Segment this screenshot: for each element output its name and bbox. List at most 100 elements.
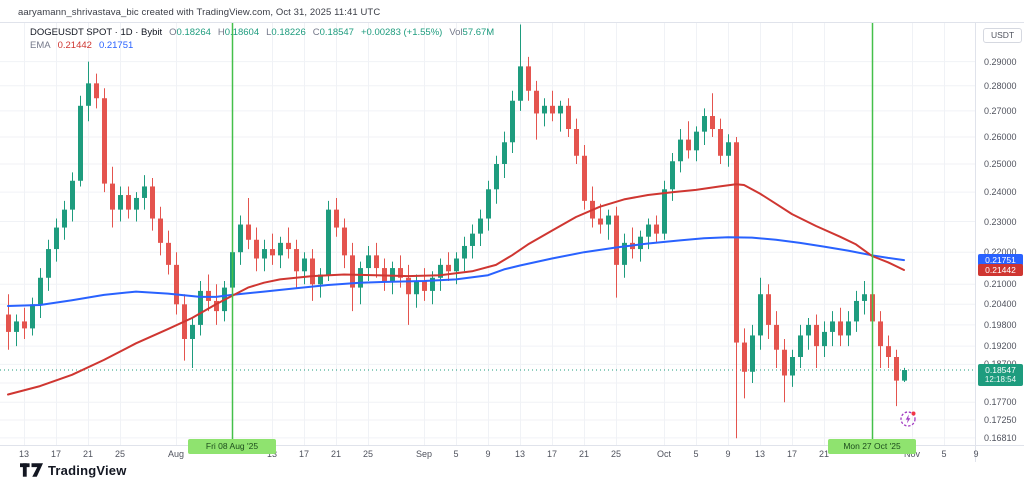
price-axis-label: 0.19800 (984, 319, 1017, 330)
symbol-title[interactable]: DOGEUSDT SPOT · 1D · Bybit (30, 27, 163, 38)
time-axis-label: Sep (415, 449, 432, 459)
candle-body (750, 335, 755, 372)
currency-chip[interactable]: USDT (983, 28, 1023, 43)
candle-body (854, 300, 859, 322)
candle-body (734, 142, 739, 343)
candle-body (814, 324, 819, 347)
candle-body (726, 142, 731, 156)
candle-body (878, 321, 883, 347)
candle-body (398, 268, 403, 278)
candle-body (542, 105, 547, 114)
candle-body (14, 321, 19, 332)
ema-slow-value: 0.21751 (98, 40, 134, 51)
candle-body (118, 195, 123, 210)
candle-body (782, 349, 787, 376)
candle-body (502, 142, 507, 164)
candle-body (166, 242, 171, 265)
candle-body (678, 139, 683, 162)
candle-body (62, 209, 67, 228)
time-axis-label: 9 (485, 449, 491, 459)
candle-body (670, 161, 675, 190)
price-axis-label: 0.17700 (984, 397, 1017, 408)
candle-body (22, 321, 27, 329)
candle-body (838, 321, 843, 336)
price-axis[interactable]: USDT 0.29000 0.28000 0.27000 0.26000 0.25000… (975, 23, 1024, 446)
candle-body (558, 105, 563, 114)
candle-body (438, 264, 443, 278)
time-axis-label: 25 (610, 449, 621, 459)
candle-body (822, 331, 827, 347)
price-axis-label: 0.23000 (984, 216, 1017, 227)
event-date-badge: Fri 08 Aug '25 (188, 439, 276, 454)
candle-body (574, 129, 579, 156)
candle-body (646, 224, 651, 237)
candle-body (414, 281, 419, 295)
candle-body (54, 227, 59, 250)
volume-value: 57.67M (462, 27, 495, 38)
price-axis-label: 0.22000 (984, 247, 1017, 258)
candle-body (174, 264, 179, 305)
candle-body (6, 314, 11, 332)
time-axis-label: 5 (453, 449, 459, 459)
ohlc-open: O 0.18264 (169, 27, 211, 38)
candle-body (150, 186, 155, 219)
chart-pane[interactable] (0, 23, 975, 446)
candle-body (694, 131, 699, 151)
candle-body (310, 258, 315, 285)
candle-body (534, 90, 539, 114)
price-axis-label: 0.19200 (984, 341, 1017, 352)
candle-body (350, 255, 355, 288)
candle-body (30, 304, 35, 329)
candle-body (886, 346, 891, 358)
candle-body (158, 218, 163, 243)
time-axis-label: 9 (973, 449, 979, 459)
ohlc-close: C 0.18547 (312, 27, 354, 38)
candle-body (862, 294, 867, 301)
ema_fast-price-badge: 0.21442 (978, 263, 1023, 276)
time-axis[interactable]: 13 17 21 25 Aug 13 17 21 25 Sep 5 9 13 17 21 25 Oct 5 9 13 1… (0, 439, 1024, 462)
candle-body (262, 249, 267, 259)
candle-body (478, 218, 483, 234)
time-axis-label: Nov (903, 449, 920, 459)
chart-legend: DOGEUSDT SPOT · 1D · Bybit O 0.18264 H 0.1… (30, 26, 494, 52)
bar-countdown: 12:18:54 (984, 375, 1017, 384)
ema-indicator-label[interactable]: EMA (30, 40, 51, 51)
candle-body (894, 357, 899, 381)
chart-widget: DOGEUSDT SPOT · 1D · Bybit O 0.18264 H 0.1… (0, 22, 1024, 446)
time-axis-label: Aug (167, 449, 184, 459)
candle-body (494, 164, 499, 190)
price-axis-label: 0.21000 (984, 279, 1017, 290)
tradingview-logo-icon[interactable] (20, 463, 43, 477)
candle-body (518, 66, 523, 101)
ohlc-high-value: 0.18604 (224, 27, 260, 38)
candle-body (110, 183, 115, 210)
candle-body (638, 236, 643, 250)
candle-body (742, 342, 747, 372)
candle-body (238, 224, 243, 253)
tradingview-brand-link[interactable]: TradingView (48, 462, 127, 478)
candle-body (686, 139, 691, 151)
candle-body (614, 215, 619, 265)
candle-body (70, 180, 75, 210)
candle-body (606, 215, 611, 225)
candle-body (774, 324, 779, 350)
candle-body (662, 189, 667, 234)
time-axis-label: 5 (941, 449, 947, 459)
flash-marker-icon[interactable] (899, 410, 917, 428)
price-axis-label: 0.26000 (984, 131, 1017, 142)
time-axis-label: 21 (818, 449, 829, 459)
candle-body (142, 186, 147, 198)
time-axis-label: 21 (330, 449, 341, 459)
candle-body (830, 321, 835, 332)
time-axis-label: Oct (656, 449, 671, 459)
candle-body (806, 324, 811, 336)
candle-body (334, 209, 339, 228)
candle-body (46, 249, 51, 278)
candle-body (758, 294, 763, 336)
change-value: +0.00283 (+1.55%) (360, 27, 443, 38)
time-axis-label: 5 (693, 449, 699, 459)
price-chart-canvas[interactable] (0, 23, 975, 446)
time-axis-label: 9 (725, 449, 731, 459)
ema_slow-price-badge: 0.21751 (978, 254, 1023, 267)
candle-body (654, 224, 659, 234)
